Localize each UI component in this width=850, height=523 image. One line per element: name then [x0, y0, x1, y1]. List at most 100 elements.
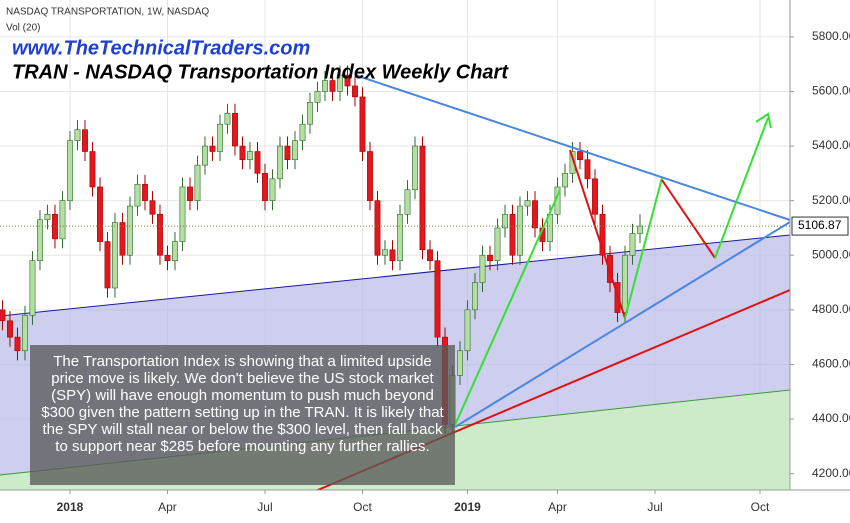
candle-body — [224, 112, 231, 125]
candle-body — [0, 309, 6, 322]
candle-body — [584, 159, 591, 180]
x-tick-label: Jul — [257, 500, 272, 514]
y-tick-label: 5400.00 — [812, 138, 850, 152]
candle-body — [172, 241, 178, 261]
candle-body — [337, 74, 343, 92]
y-tick-label: 4800.00 — [812, 302, 850, 316]
candle-body — [164, 254, 171, 261]
candle-body — [412, 145, 418, 191]
projection-down — [661, 179, 716, 259]
candle-body — [194, 164, 201, 201]
candle-body — [464, 309, 471, 352]
last-price-tag — [791, 216, 849, 236]
candle-body — [269, 178, 276, 201]
candle-body — [134, 183, 141, 207]
candle-body — [59, 200, 66, 240]
candle-body — [322, 80, 328, 92]
x-tick-label: Oct — [751, 500, 770, 514]
chart-title: www.TheTechnicalTraders.com — [12, 37, 310, 59]
candle-body — [44, 213, 51, 221]
y-tick-label: 4400.00 — [812, 411, 850, 425]
candle-body — [389, 249, 396, 261]
x-tick-label: Jul — [647, 500, 662, 514]
candle-body — [637, 225, 643, 234]
candle-body — [434, 260, 441, 338]
candle-body — [284, 145, 291, 160]
candle-body — [329, 80, 336, 92]
candle-body — [494, 227, 501, 261]
header: NASDAQ TRANSPORTATION, 1W, NASDAQ — [6, 7, 209, 18]
last-price-label: 5106.87 — [798, 218, 842, 232]
candle-body — [307, 102, 313, 125]
candle-body — [479, 254, 486, 283]
candle-body — [142, 183, 148, 201]
y-tick-label: 5800.00 — [812, 29, 850, 43]
y-tick-label: 5000.00 — [812, 247, 850, 261]
candle-body — [487, 254, 493, 261]
candle-body — [577, 151, 583, 160]
candle-body — [622, 254, 628, 313]
candle-body — [67, 140, 73, 201]
candle-body — [404, 189, 411, 215]
x-tick-label: 2018 — [57, 500, 84, 514]
candle-body — [7, 320, 13, 338]
resistance-trendline — [354, 74, 791, 221]
candle-body — [262, 173, 268, 201]
candle-body — [29, 260, 36, 316]
candle-body — [217, 123, 223, 152]
y-tick-label: 4200.00 — [812, 466, 850, 480]
candle-body — [209, 145, 216, 152]
y-tick-label: 4600.00 — [812, 357, 850, 371]
candle-body — [517, 205, 523, 256]
candle-body — [472, 282, 478, 311]
candle-body — [247, 151, 253, 160]
candle-body — [352, 85, 358, 98]
candle-body — [232, 112, 238, 147]
candle-body — [427, 249, 433, 261]
candle-body — [82, 129, 88, 152]
x-tick-label: 2019 — [454, 500, 481, 514]
candle-body — [277, 145, 283, 180]
projection-up — [624, 177, 663, 319]
y-tick-label: 5600.00 — [812, 84, 850, 98]
candle-body — [187, 186, 193, 201]
candle-body — [397, 213, 403, 261]
y-axis-panel — [790, 0, 850, 523]
candle-body — [97, 186, 103, 242]
candle-body — [292, 140, 298, 160]
candle-body — [532, 200, 538, 229]
candle-body — [374, 200, 381, 256]
candle-body — [52, 213, 58, 240]
x-tick-label: Apr — [548, 500, 567, 514]
candle-body — [419, 145, 426, 251]
candle-body — [359, 96, 366, 152]
chart-subtitle: TRAN - NASDAQ Transportation Index Weekl… — [12, 61, 509, 83]
candle-body — [119, 222, 126, 256]
candle-body — [254, 151, 261, 174]
volume-label: Vol (20) — [6, 23, 40, 34]
candle-body — [592, 178, 598, 215]
projection-down — [569, 149, 626, 319]
candle-body — [314, 91, 321, 103]
projection-up — [454, 189, 561, 426]
x-axis-panel — [0, 490, 850, 523]
candle-body — [629, 233, 636, 256]
candle-body — [524, 200, 531, 207]
candle-body — [344, 74, 351, 87]
candle-body — [112, 222, 118, 289]
candle-body — [37, 219, 43, 261]
candle-body — [22, 314, 28, 352]
candle-body — [239, 145, 246, 160]
candle-body — [74, 129, 81, 141]
ticks: 4200.00 4400.00 4600.00 4800.00 5000.00 5200.… — [0, 29, 850, 514]
x-tick-label: Oct — [353, 500, 372, 514]
candle-body — [382, 249, 388, 256]
candle-body — [457, 350, 463, 376]
annotation: The Transportation Index is showing that… — [30, 345, 455, 485]
candle-body — [179, 186, 186, 242]
candle-body — [367, 151, 373, 201]
arrow-head — [755, 112, 772, 129]
candle-body — [607, 254, 613, 283]
candle-body — [509, 213, 516, 256]
